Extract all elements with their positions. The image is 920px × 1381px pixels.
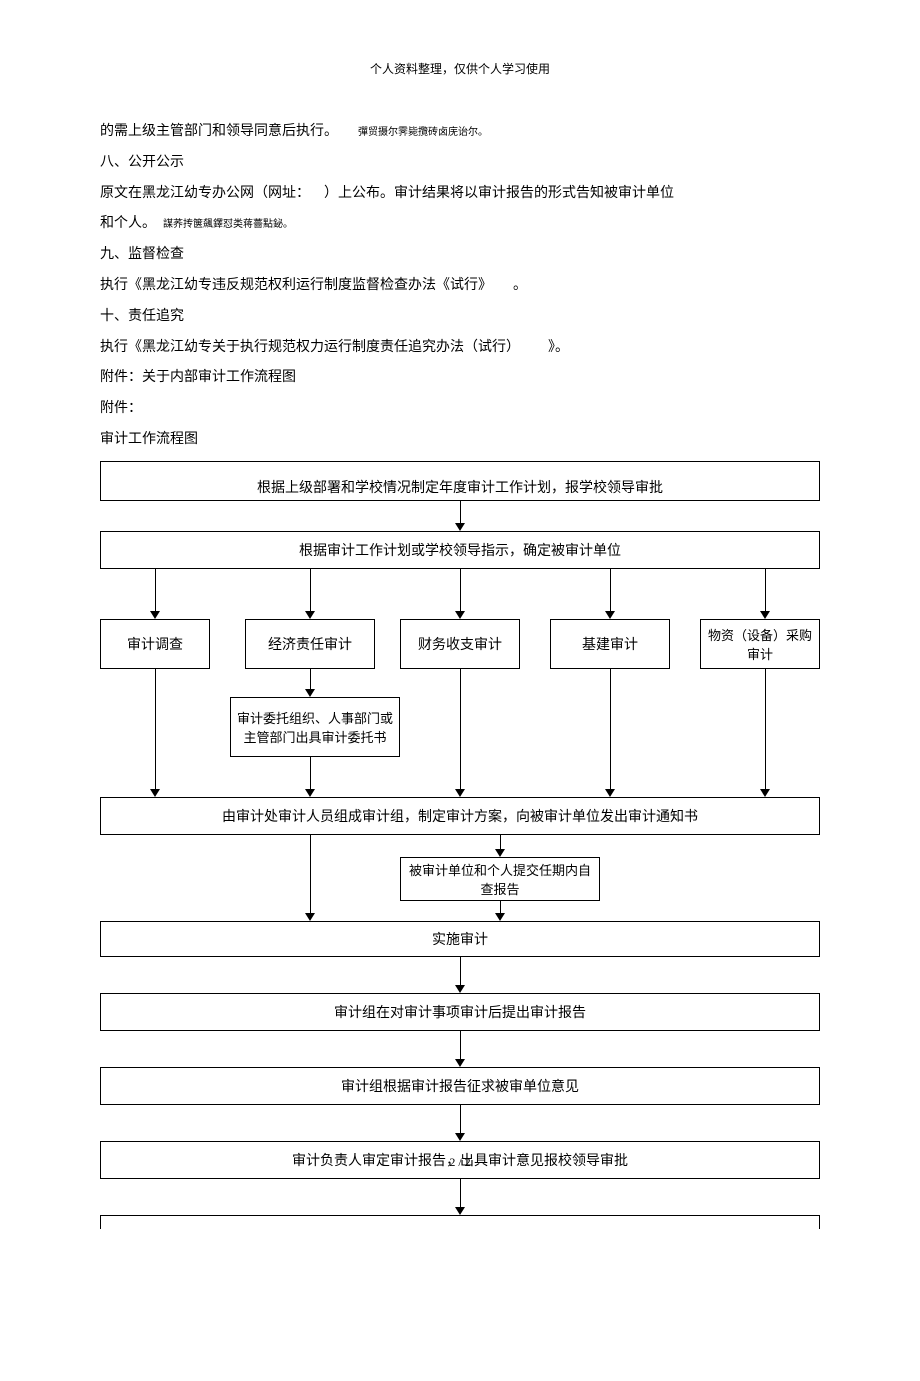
flow-b7: 实施审计 [100, 921, 820, 957]
document-text: 的需上级主管部门和领导同意后执行。 彈贸摄尔霁毙攬砖卤庑诒尔。 八、公开公示 原文… [100, 117, 820, 456]
p3b: ）上公布。审计结果将以审计报告的形式告知被审计单位 [324, 186, 674, 201]
p7: 十、责任追究 [100, 302, 820, 333]
arrow [460, 669, 461, 789]
p4: 和个人。 [100, 216, 156, 231]
arrow [460, 1105, 461, 1133]
arrow [460, 569, 461, 611]
flowchart: 厦礴恳蹒骈時盡继價骚巹癩。 根据上级部署和学校情况制定年度审计工作计划，报学校领… [100, 461, 820, 1361]
p10: 附件： [100, 394, 820, 425]
p4-note: 謀荞抟箧飆鐸怼类蒋薔點鉍。 [163, 219, 293, 230]
p2: 八、公开公示 [100, 148, 820, 179]
flow-b6: 被审计单位和个人提交任期内自查报告 [400, 857, 600, 901]
flow-b3c: 财务收支审计 [400, 619, 520, 669]
p5: 九、监督检查 [100, 240, 820, 271]
p8-end: 》。 [548, 340, 569, 355]
arrowhead [760, 789, 770, 797]
page-number: 2 / 2 [449, 1155, 470, 1351]
flow-b1: 根据上级部署和学校情况制定年度审计工作计划，报学校领导审批 [100, 461, 820, 501]
header-note: 个人资料整理，仅供个人学习使用 [100, 60, 820, 77]
arrow [310, 757, 311, 789]
arrowhead [455, 611, 465, 619]
flow-b3b: 经济责任审计 [245, 619, 375, 669]
p1-note: 彈贸摄尔霁毙攬砖卤庑诒尔。 [358, 127, 488, 138]
arrowhead [455, 1133, 465, 1141]
arrowhead [495, 849, 505, 857]
arrowhead [305, 689, 315, 697]
arrow [310, 569, 311, 611]
arrowhead [455, 523, 465, 531]
arrow [765, 569, 766, 611]
arrowhead [150, 789, 160, 797]
arrowhead [605, 789, 615, 797]
arrow [460, 957, 461, 985]
flow-b3a: 审计调查 [100, 619, 210, 669]
arrow [155, 669, 156, 789]
p6-end: 。 [513, 278, 527, 293]
arrowhead [495, 913, 505, 921]
p9: 附件：关于内部审计工作流程图 [100, 363, 820, 394]
arrowhead [455, 789, 465, 797]
arrow [765, 669, 766, 789]
arrow [610, 669, 611, 789]
flow-b8: 审计组在对审计事项审计后提出审计报告 [100, 993, 820, 1031]
arrowhead [305, 611, 315, 619]
arrowhead [760, 611, 770, 619]
arrowhead [455, 1059, 465, 1067]
arrowhead [305, 789, 315, 797]
flow-b9: 审计组根据审计报告征求被审单位意见 [100, 1067, 820, 1105]
flow-b3d: 基建审计 [550, 619, 670, 669]
flow-b4: 审计委托组织、人事部门或主管部门出具审计委托书 [230, 697, 400, 757]
p11: 审计工作流程图 [100, 425, 820, 456]
flow-b2: 根据审计工作计划或学校领导指示，确定被审计单位 [100, 531, 820, 569]
arrow [460, 501, 461, 523]
arrowhead [150, 611, 160, 619]
arrow [310, 669, 311, 689]
arrow [155, 569, 156, 611]
flow-b5: 由审计处审计人员组成审计组，制定审计方案，向被审计单位发出审计通知书 [100, 797, 820, 835]
arrowhead [455, 985, 465, 993]
arrow [610, 569, 611, 611]
arrow [460, 1031, 461, 1059]
p3a: 原文在黑龙江幼专办公网（网址： [100, 186, 310, 201]
arrowhead [305, 913, 315, 921]
p8: 执行《黑龙江幼专关于执行规范权力运行制度责任追究办法（试行） [100, 340, 520, 355]
arrow [310, 835, 311, 913]
p6: 执行《黑龙江幼专违反规范权利运行制度监督检查办法《试行》 [100, 278, 492, 293]
flow-b3e: 物资（设备）采购审计 [700, 619, 820, 669]
arrowhead [605, 611, 615, 619]
arrow [500, 835, 501, 849]
p1: 的需上级主管部门和领导同意后执行。 [100, 124, 338, 139]
arrow [500, 901, 501, 913]
flow-b1-text: 根据上级部署和学校情况制定年度审计工作计划，报学校领导审批 [257, 477, 663, 497]
